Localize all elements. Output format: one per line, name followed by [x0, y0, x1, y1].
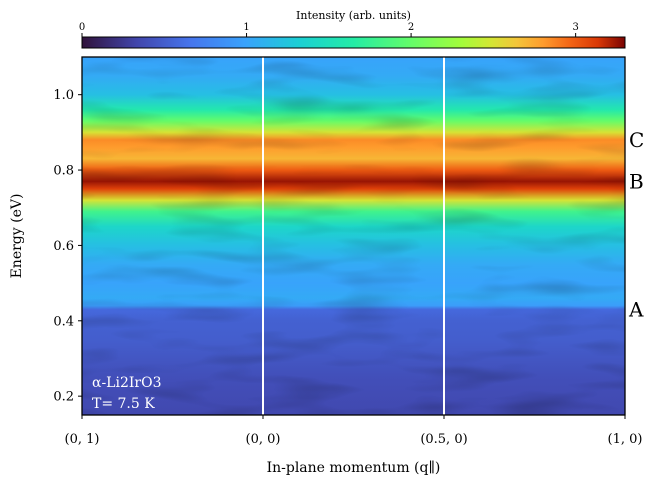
- temperature-annotation: T= 7.5 K: [92, 396, 155, 412]
- heatmap-texture: [82, 57, 625, 415]
- peak-labels: CB A: [628, 128, 644, 322]
- y-axis-ticks: 0.2 0.4 0.6 0.8 1.0: [53, 88, 82, 405]
- peak-label: C: [629, 128, 644, 152]
- x-axis-ticks: (0, 1) (0, 0) (0.5, 0) (1, 0): [65, 415, 643, 447]
- x-tick-label: (0, 1): [65, 432, 100, 447]
- colorbar-label: Intensity (arb. units): [296, 9, 411, 22]
- x-axis-title: In-plane momentum (q∥): [267, 460, 441, 476]
- high-symmetry-lines: [262, 57, 445, 415]
- colorbar-tick-label: 0: [79, 22, 85, 33]
- colorbar-tick-label: 1: [243, 22, 249, 33]
- colorbar-tick-label: 2: [408, 22, 414, 33]
- y-tick-label: 0.8: [53, 164, 74, 179]
- colorbar: Intensity (arb. units) 0 1 2 3: [79, 9, 626, 49]
- colorbar-gradient: [81, 36, 626, 49]
- y-tick-label: 1.0: [53, 88, 74, 103]
- x-tick-label: (0, 0): [246, 432, 281, 447]
- colorbar-ticks: 0 1 2 3: [79, 22, 579, 37]
- y-tick-label: 0.4: [53, 314, 74, 329]
- y-tick-label: 0.6: [53, 239, 74, 254]
- material-annotation: α-Li2IrO3: [92, 375, 161, 391]
- plot-frame: [81, 56, 626, 416]
- peak-label: B: [629, 169, 644, 193]
- x-tick-label: (0.5, 0): [420, 432, 467, 447]
- x-tick-label: (1, 0): [608, 432, 643, 447]
- y-tick-label: 0.2: [53, 390, 74, 405]
- colorbar-tick-label: 3: [572, 22, 578, 33]
- y-axis-title: Energy (eV): [9, 194, 25, 279]
- peak-label: A: [628, 297, 644, 321]
- heatmap-plot: α-Li2IrO3 T= 7.5 K: [81, 56, 626, 416]
